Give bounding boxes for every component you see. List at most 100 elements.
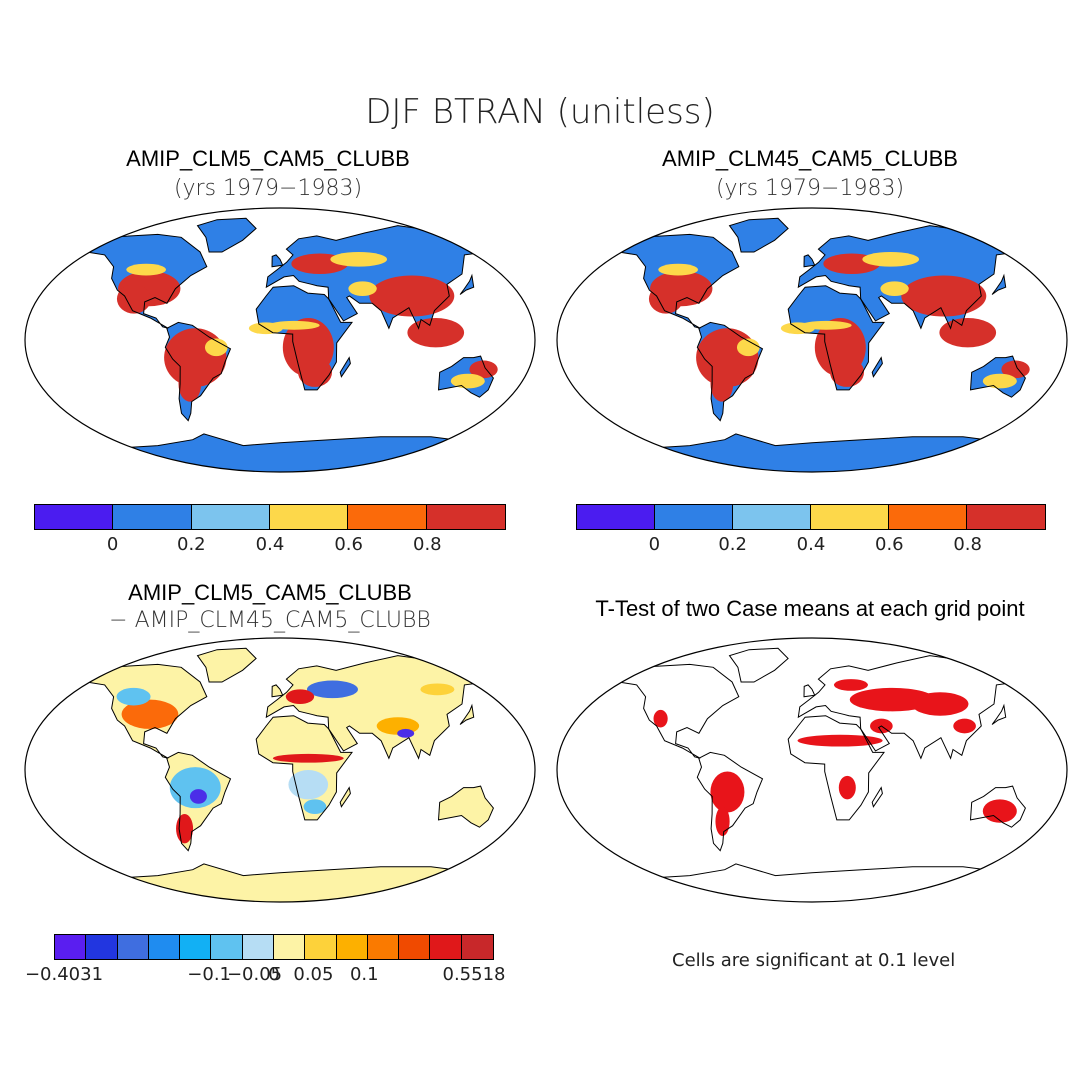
colorbar-tick-label: 0.4 <box>255 534 285 555</box>
coastline-australia <box>437 355 494 398</box>
field-patch <box>268 320 320 330</box>
field-patch <box>116 284 151 314</box>
colorbar-tick-label: 0.4 <box>796 534 826 555</box>
coastline-japan <box>459 703 475 725</box>
panel3-subtitle: − AMIP_CLM45_CAM5_CLUBB <box>109 608 431 633</box>
map-border <box>24 207 536 473</box>
colorbar-tick-label: −0.1 <box>187 964 231 985</box>
coastline-australia <box>969 355 1026 398</box>
panel4-title: T-Test of two Case means at each grid po… <box>595 596 1025 621</box>
panel1-subtitle: (yrs 1979−1983) <box>173 176 363 201</box>
land-greenland <box>729 648 789 682</box>
field-patch <box>1001 360 1030 379</box>
colorbar-tick-label: 0 <box>106 534 119 555</box>
panel1-map <box>24 207 536 473</box>
colorbar-cell <box>55 935 87 959</box>
colorbar-cell <box>273 935 306 959</box>
coastline-samerica <box>164 751 232 852</box>
coastline-greenland <box>196 647 257 683</box>
colorbar-tick-label: 0.6 <box>334 534 363 555</box>
coastline-uk <box>803 684 816 698</box>
colorbar-tick-label: 0.2 <box>177 534 206 555</box>
colorbar-cell <box>211 935 243 959</box>
colorbar-tick-label: 0 <box>268 964 280 985</box>
field-patch <box>982 373 1017 389</box>
coastline-namerica <box>600 233 740 329</box>
field-patch <box>126 263 166 276</box>
coastline-madagascar <box>871 356 883 378</box>
field-patch <box>420 683 455 696</box>
coastline-uk <box>271 684 284 698</box>
coastline-eurasia <box>797 225 1039 330</box>
colorbar-tick-label: 0.05 <box>293 964 334 985</box>
coastline-australia <box>437 785 494 828</box>
field-patch <box>121 699 179 729</box>
land-madagascar <box>872 357 883 377</box>
field-patch <box>982 799 1017 823</box>
coastline-namerica <box>68 663 208 759</box>
field-patch <box>178 366 202 402</box>
field-patch <box>397 728 415 738</box>
land-uk <box>804 254 815 267</box>
colorbar-cell <box>148 935 181 959</box>
colorbar-cell <box>305 935 337 959</box>
coastline-africa <box>255 715 353 821</box>
land-eurasia <box>266 225 506 329</box>
colorbar-tick-label: −0.4031 <box>24 964 104 985</box>
field-patch <box>285 689 315 704</box>
panel4-map <box>556 637 1068 903</box>
colorbar-cell <box>367 935 400 959</box>
field-patch <box>939 318 997 348</box>
significance-note: Cells are significant at 0.1 level <box>672 950 956 971</box>
field-patch <box>407 318 465 348</box>
coastline-uk <box>271 254 284 268</box>
field-patch <box>116 687 151 706</box>
land-eurasia <box>798 225 1038 329</box>
colorbar-cell <box>269 505 349 529</box>
field-patch <box>648 284 683 314</box>
colorbar-cell <box>430 935 462 959</box>
colorbar-cell <box>426 505 505 529</box>
figure-title: DJF BTRAN (unitless) <box>365 92 715 132</box>
field-patch <box>833 679 868 691</box>
colorbar-cell <box>180 935 212 959</box>
map-border <box>556 207 1068 473</box>
land-madagascar <box>872 787 883 807</box>
field-patch <box>189 789 207 804</box>
panel3-title: AMIP_CLM5_CAM5_CLUBB <box>128 580 412 605</box>
land-africa <box>256 715 352 820</box>
field-patch <box>800 320 852 330</box>
field-patch <box>653 709 668 728</box>
colorbar-cell <box>113 505 192 529</box>
coastline-namerica <box>600 663 740 759</box>
land-uk <box>272 254 283 267</box>
coastline-samerica <box>696 321 764 422</box>
field-patch <box>330 252 388 267</box>
field-patch <box>862 252 920 267</box>
colorbar-cell <box>348 505 427 529</box>
field-patch <box>830 357 865 387</box>
colorbar-tick-label: 0.5518 <box>442 964 506 985</box>
field-patch <box>306 680 358 699</box>
land-namerica <box>600 664 739 759</box>
coastline-madagascar <box>339 786 351 808</box>
colorbar-cell <box>242 935 274 959</box>
coastline-japan <box>459 273 475 295</box>
coastline-greenland <box>196 217 257 253</box>
colorbar-cell <box>888 505 967 529</box>
coastline-eurasia <box>265 225 507 330</box>
land-greenland <box>197 218 257 252</box>
field-patch <box>797 734 883 747</box>
coastline-eurasia <box>265 655 507 760</box>
coastline-japan <box>991 273 1007 295</box>
colorbar-cell <box>966 505 1045 529</box>
field-patch <box>204 338 228 357</box>
colorbar-cell <box>577 505 655 529</box>
colorbar-cell <box>810 505 889 529</box>
field-patch <box>911 692 969 716</box>
colorbar-panel1 <box>34 504 506 530</box>
colorbar-cell <box>191 505 270 529</box>
field-patch <box>710 366 734 402</box>
land-madagascar <box>340 357 351 377</box>
colorbar-tick-label: 0.8 <box>413 534 442 555</box>
